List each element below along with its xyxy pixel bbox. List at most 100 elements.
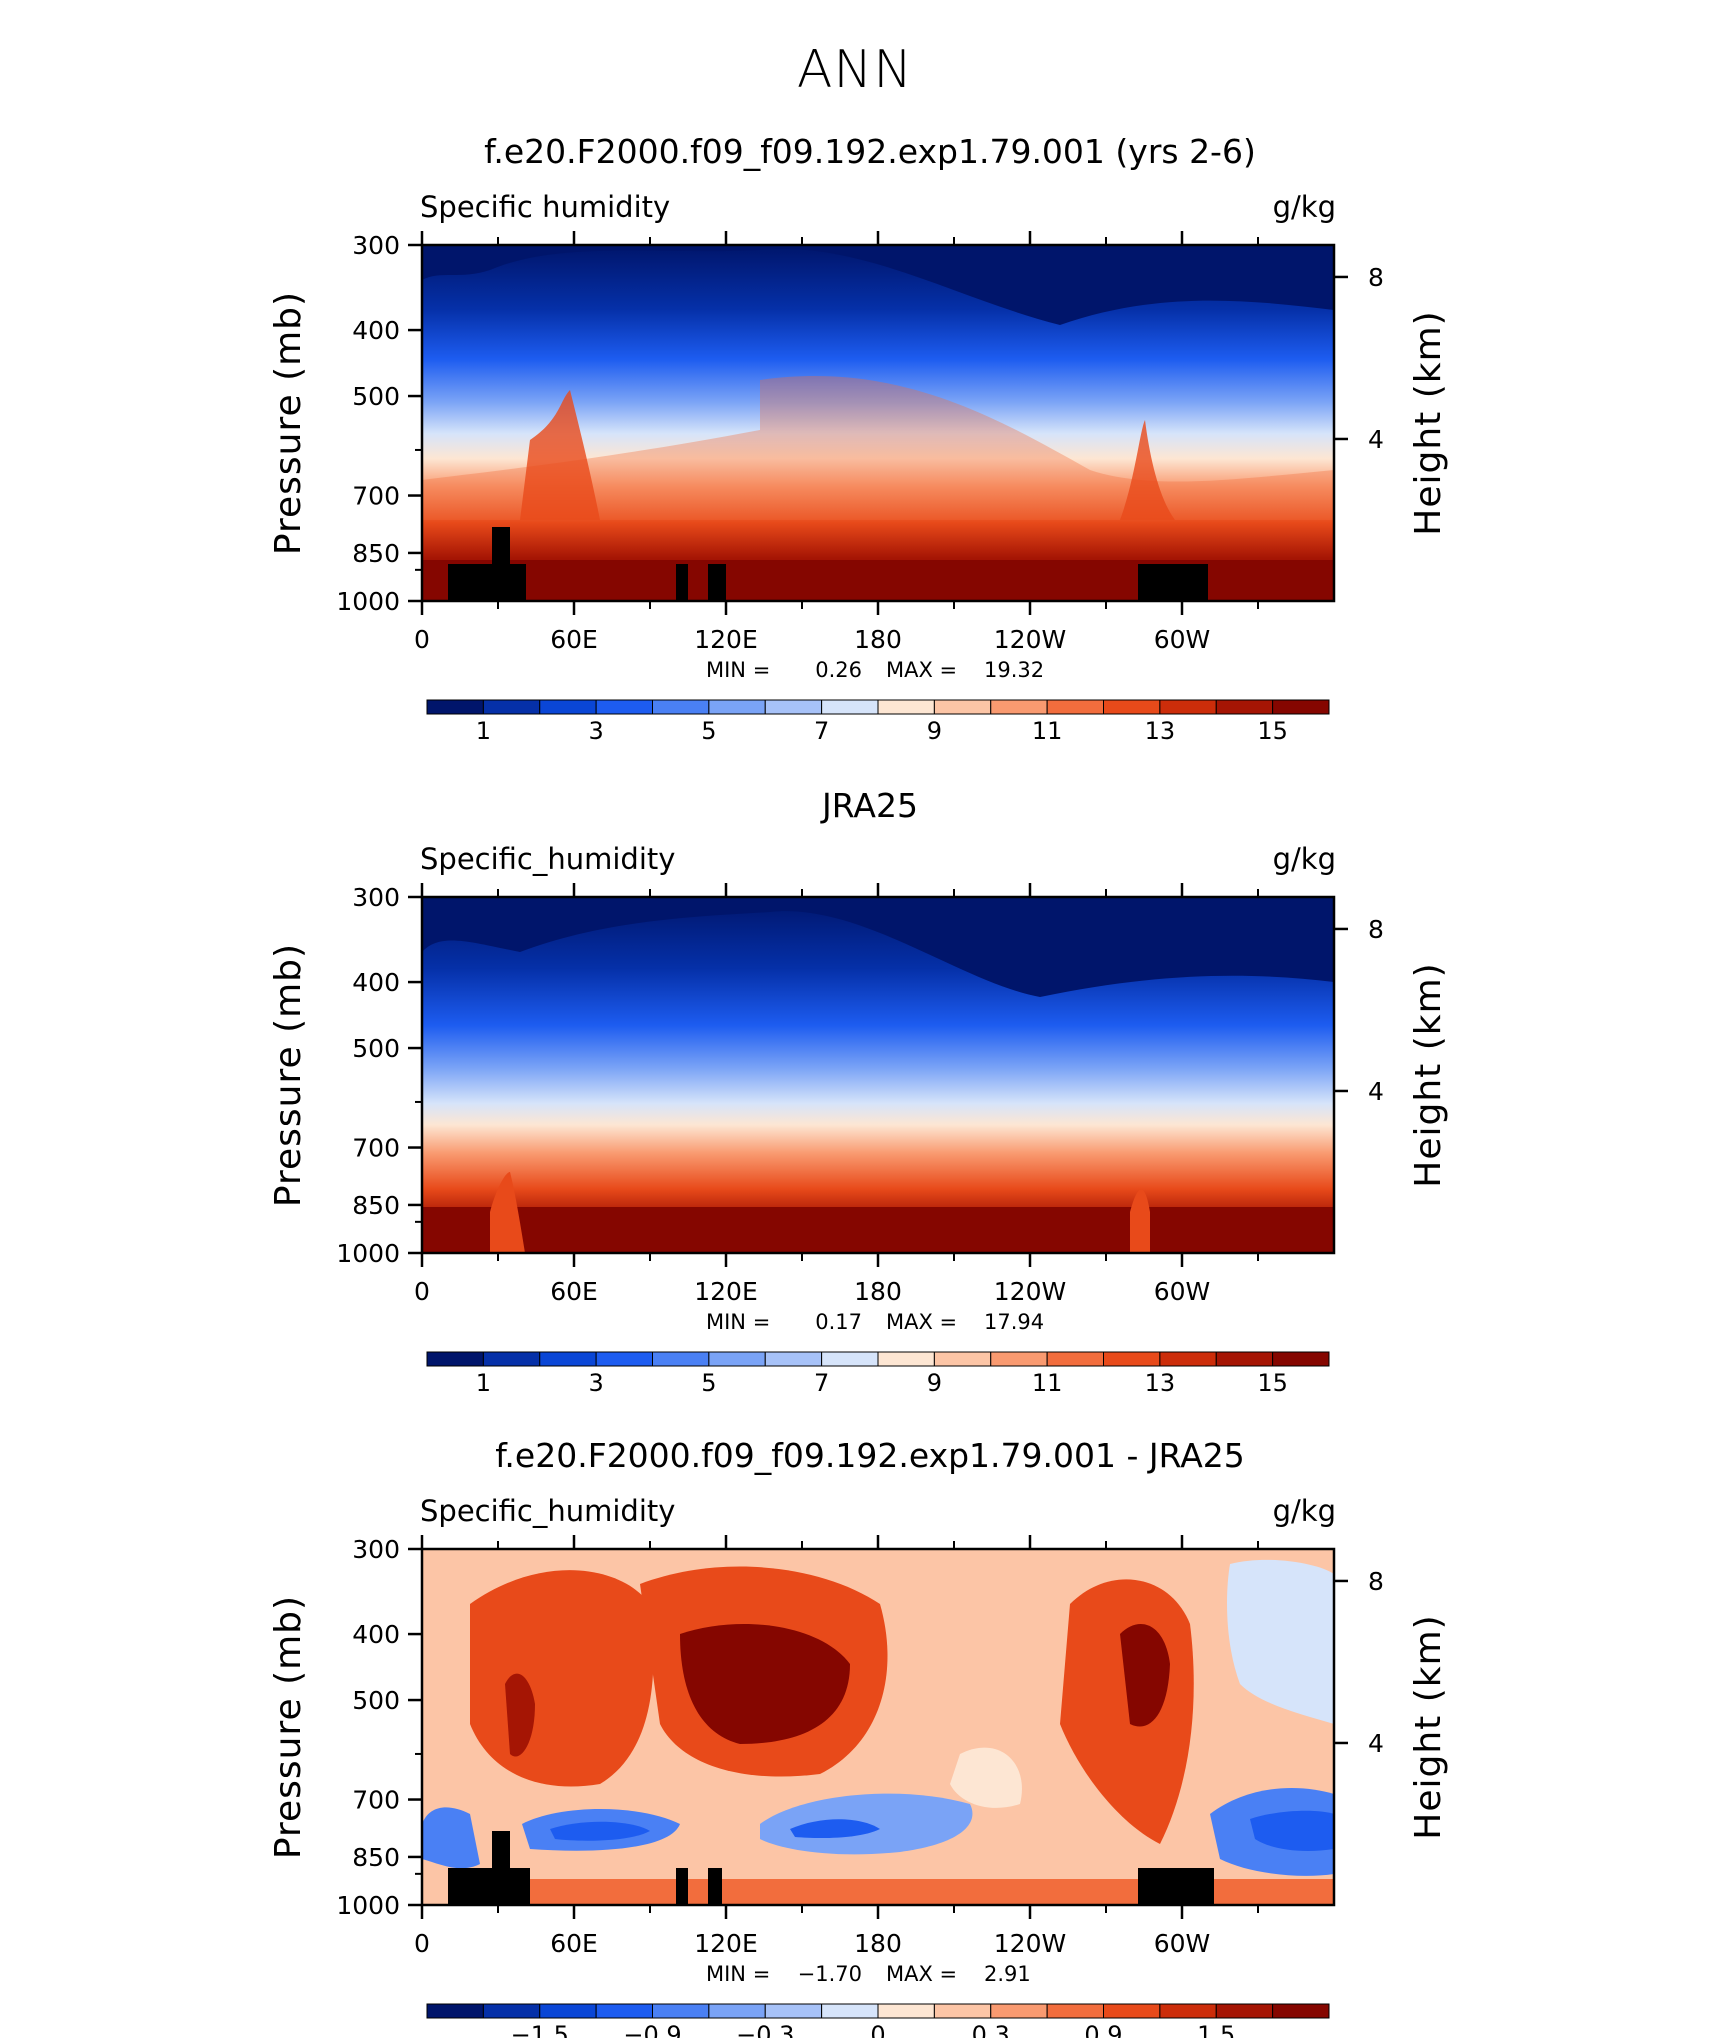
panel-3-axes: Specific_humidity g/kg3004005007008501000… xyxy=(268,1494,1449,2038)
x-tick-label: 0 xyxy=(414,1277,430,1306)
y-axis-right-title: Height (km) xyxy=(1408,962,1449,1187)
min-label: MIN = xyxy=(706,1310,770,1334)
panel-3 xyxy=(420,1547,1336,1907)
y-tick-label: 400 xyxy=(352,968,400,997)
colorbar-label: 5 xyxy=(701,1369,716,1397)
y-right-tick-label: 8 xyxy=(1368,263,1384,292)
min-value: 0.17 xyxy=(815,1310,862,1334)
x-tick-label: 180 xyxy=(854,625,902,654)
y-axis-title: Pressure (mb) xyxy=(268,943,309,1207)
y-axis-right-title: Height (km) xyxy=(1408,310,1449,535)
colorbar-box xyxy=(933,2003,992,2019)
y-right-tick-label: 4 xyxy=(1368,1077,1384,1106)
x-tick-label: 180 xyxy=(854,1929,902,1958)
max-label: MAX = xyxy=(886,1310,957,1334)
min-label: MIN = xyxy=(706,658,770,682)
colorbar-box xyxy=(990,1351,1048,1367)
y-axis-title: Pressure (mb) xyxy=(268,291,309,555)
x-tick-label: 60E xyxy=(550,1277,598,1306)
y-tick-label: 1000 xyxy=(336,587,400,616)
panel-1 xyxy=(420,243,1336,603)
max-label: MAX = xyxy=(886,658,957,682)
colorbar-box xyxy=(990,2003,1048,2019)
colorbar-box xyxy=(877,2003,935,2019)
colorbar-label: 0.3 xyxy=(972,2021,1010,2038)
colorbar-box xyxy=(482,2003,541,2019)
colorbar-box xyxy=(482,1351,541,1367)
panel-2-title: JRA25 xyxy=(822,786,918,825)
colorbar-box xyxy=(933,699,992,715)
colorbar-box xyxy=(426,2003,484,2019)
colorbar-box xyxy=(708,699,766,715)
max-label: MAX = xyxy=(886,1962,957,1986)
y-tick-label: 400 xyxy=(352,1620,400,1649)
y-tick-label: 300 xyxy=(352,231,400,260)
panel-2-units-label: g/kg xyxy=(1273,842,1336,876)
y-tick-label: 300 xyxy=(352,883,400,912)
colorbar-box xyxy=(1272,2003,1330,2019)
panel-3-title: f.e20.F2000.f09_f09.192.exp1.79.001 - JR… xyxy=(495,1436,1245,1475)
panel-2 xyxy=(420,895,1336,1255)
colorbar-box xyxy=(821,1351,879,1367)
y-tick-label: 500 xyxy=(352,1034,400,1063)
min-value: −1.70 xyxy=(798,1962,862,1986)
y-tick-label: 850 xyxy=(352,1191,400,1220)
colorbar-box xyxy=(482,699,541,715)
colorbar-box xyxy=(990,699,1048,715)
x-tick-label: 120W xyxy=(994,1277,1066,1306)
panel-1-units-label: g/kg xyxy=(1273,190,1336,224)
colorbar-label: 1.5 xyxy=(1197,2021,1235,2038)
colorbar-box xyxy=(933,1351,992,1367)
y-right-tick-label: 8 xyxy=(1368,1567,1384,1596)
panel-1-field-label: Specific humidity xyxy=(420,190,670,224)
colorbar-box xyxy=(877,699,935,715)
colorbar-box xyxy=(1103,2003,1161,2019)
colorbar-label: 11 xyxy=(1032,717,1063,745)
x-tick-label: 60W xyxy=(1154,625,1211,654)
colorbar-box xyxy=(1215,699,1274,715)
colorbar-box xyxy=(708,2003,766,2019)
x-tick-label: 0 xyxy=(414,1929,430,1958)
colorbar-label: 5 xyxy=(701,717,716,745)
colorbar-box xyxy=(1215,1351,1274,1367)
y-axis-right-title: Height (km) xyxy=(1408,1614,1449,1839)
x-tick-label: 60E xyxy=(550,625,598,654)
colorbar-box xyxy=(1159,699,1217,715)
colorbar-box xyxy=(1215,2003,1274,2019)
panel-3-field-label: Specific_humidity xyxy=(420,1494,675,1528)
colorbar-box xyxy=(539,699,597,715)
x-tick-label: 180 xyxy=(854,1277,902,1306)
colorbar-box xyxy=(764,2003,823,2019)
x-tick-label: 120W xyxy=(994,625,1066,654)
colorbar-box xyxy=(1272,1351,1330,1367)
colorbar-box xyxy=(1046,1351,1104,1367)
colorbar-box xyxy=(764,1351,823,1367)
colorbar-box xyxy=(1103,1351,1161,1367)
y-axis-title: Pressure (mb) xyxy=(268,1595,309,1859)
colorbar-box xyxy=(1046,699,1104,715)
y-tick-label: 400 xyxy=(352,316,400,345)
colorbar-box xyxy=(652,699,710,715)
panel-3-units-label: g/kg xyxy=(1273,1494,1336,1528)
colorbar-label: 3 xyxy=(588,717,603,745)
x-tick-label: 60W xyxy=(1154,1929,1211,1958)
colorbar-box xyxy=(595,699,653,715)
panel-1-title: f.e20.F2000.f09_f09.192.exp1.79.001 (yrs… xyxy=(484,132,1256,171)
panel-2-field-label: Specific_humidity xyxy=(420,842,675,876)
colorbar-label: 13 xyxy=(1145,1369,1176,1397)
colorbar-box xyxy=(1046,2003,1104,2019)
panel-2-axes: Specific_humidity g/kg3004005007008501000… xyxy=(268,842,1449,1397)
y-right-tick-label: 4 xyxy=(1368,1729,1384,1758)
colorbar-label: 0.9 xyxy=(1084,2021,1122,2038)
panel-1-axes: Specific humidity g/kg3004005007008501000… xyxy=(268,190,1449,745)
y-tick-label: 700 xyxy=(352,1786,400,1815)
min-label: MIN = xyxy=(706,1962,770,1986)
y-tick-label: 700 xyxy=(352,482,400,511)
colorbar-box xyxy=(595,1351,653,1367)
y-right-tick-label: 8 xyxy=(1368,915,1384,944)
colorbar-box xyxy=(1159,1351,1217,1367)
colorbar-label: 7 xyxy=(814,717,829,745)
colorbar-box xyxy=(1159,2003,1217,2019)
y-tick-label: 850 xyxy=(352,539,400,568)
colorbar-box xyxy=(426,699,484,715)
